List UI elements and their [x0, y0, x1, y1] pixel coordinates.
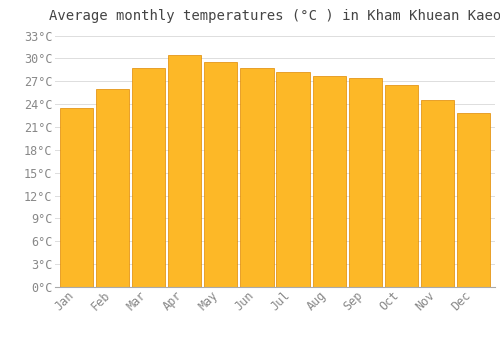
Bar: [420, 100, 454, 287]
Bar: [240, 68, 274, 287]
Bar: [457, 113, 490, 287]
Bar: [204, 62, 238, 287]
Bar: [60, 108, 93, 287]
Title: Average monthly temperatures (°C ) in Kham Khuean Kaeo: Average monthly temperatures (°C ) in Kh…: [49, 9, 500, 23]
Bar: [96, 89, 130, 287]
Bar: [276, 72, 310, 287]
Bar: [348, 77, 382, 287]
Bar: [384, 85, 418, 287]
Bar: [132, 68, 166, 287]
Bar: [312, 76, 346, 287]
Bar: [168, 55, 202, 287]
